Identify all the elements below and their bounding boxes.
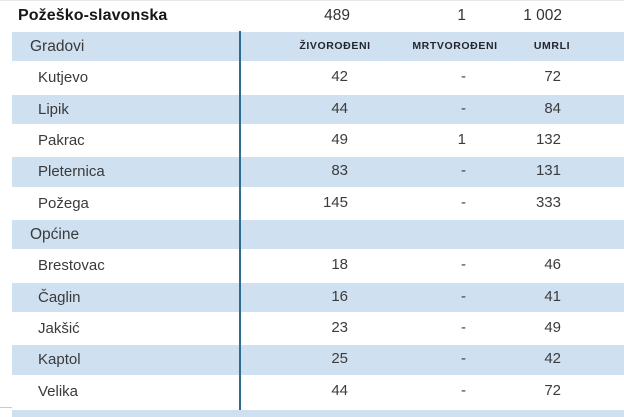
stillbirths-value: - xyxy=(461,99,466,117)
deaths-value: 72 xyxy=(544,68,561,86)
stillbirths-value: - xyxy=(461,193,466,211)
deaths-value: 132 xyxy=(535,130,561,148)
table-row-kaptol: Kaptol 25 - 42 xyxy=(12,345,624,377)
city-name: Pleternica xyxy=(38,163,105,181)
live-births-value: 23 xyxy=(331,318,348,336)
stillbirths-value: - xyxy=(461,287,466,305)
column-header-stillbirths: MRTVOROĐENI xyxy=(412,40,498,52)
municipality-name: Velika xyxy=(38,382,79,400)
section-label-gradovi: Gradovi xyxy=(30,38,85,55)
county-deaths-value: 1 002 xyxy=(523,7,562,24)
table-row-kutjevo: Kutjevo 42 - 72 xyxy=(12,63,624,95)
table-row-lipik: Lipik 44 - 84 xyxy=(12,94,624,126)
county-summary-row: Požeško-slavonska 489 1 1 002 xyxy=(0,1,624,30)
partial-next-row-band xyxy=(12,409,624,417)
column-header-deaths: UMRLI xyxy=(533,40,571,52)
table-row-jaksic: Jakšić 23 - 49 xyxy=(12,314,624,346)
column-divider-rule xyxy=(239,31,241,410)
table-row-pleternica: Pleternica 83 - 131 xyxy=(12,157,624,189)
municipality-name: Jakšić xyxy=(38,319,80,337)
live-births-value: 18 xyxy=(331,256,348,274)
municipality-name: Brestovac xyxy=(38,257,105,275)
section-label-opcine: Općine xyxy=(30,225,80,243)
county-live-births-value: 489 xyxy=(324,7,350,24)
table-row-caglin: Čaglin 16 - 41 xyxy=(12,282,624,314)
deaths-value: 131 xyxy=(535,162,561,180)
deaths-value: 84 xyxy=(544,99,561,117)
live-births-value: 83 xyxy=(331,162,348,180)
city-name: Lipik xyxy=(38,100,69,118)
section-row-gradovi: Gradovi ŽIVOROĐENI MRTVOROĐENI UMRLI xyxy=(12,32,624,64)
section-row-opcine: Općine xyxy=(12,219,624,252)
stillbirths-value: - xyxy=(461,318,466,336)
deaths-value: 49 xyxy=(544,318,561,336)
stillbirths-value: - xyxy=(461,256,466,274)
live-births-value: 145 xyxy=(322,193,348,211)
municipality-name: Čaglin xyxy=(38,288,81,306)
stillbirths-value: - xyxy=(461,162,466,180)
city-name: Požega xyxy=(38,194,89,212)
table-row-velika: Velika 44 - 72 xyxy=(12,377,624,408)
city-name: Pakrac xyxy=(38,131,85,149)
live-births-value: 16 xyxy=(331,287,348,305)
live-births-value: 42 xyxy=(331,68,348,86)
deaths-value: 41 xyxy=(544,287,561,305)
city-name: Kutjevo xyxy=(38,69,89,87)
county-name: Požeško-slavonska xyxy=(18,7,168,24)
stillbirths-value: - xyxy=(461,381,466,399)
column-header-live-births: ŽIVOROĐENI xyxy=(299,40,371,52)
live-births-value: 44 xyxy=(331,381,348,399)
stillbirths-value: 1 xyxy=(457,130,466,148)
deaths-value: 72 xyxy=(544,381,561,399)
stillbirths-value: - xyxy=(461,350,466,368)
deaths-value: 46 xyxy=(544,256,561,274)
stillbirths-value: - xyxy=(461,68,466,86)
municipality-name: Kaptol xyxy=(38,351,81,369)
live-births-value: 49 xyxy=(331,130,348,148)
table-row-pozega: Požega 145 - 333 xyxy=(12,189,624,220)
deaths-value: 42 xyxy=(544,350,561,368)
county-stillbirths-value: 1 xyxy=(457,7,466,24)
top-hairline xyxy=(0,0,624,1)
live-births-value: 25 xyxy=(331,350,348,368)
row-gap xyxy=(0,407,624,410)
live-births-value: 44 xyxy=(331,99,348,117)
table-row-pakrac: Pakrac 49 1 132 xyxy=(12,126,624,158)
table-row-brestovac: Brestovac 18 - 46 xyxy=(12,251,624,283)
deaths-value: 333 xyxy=(535,193,561,211)
